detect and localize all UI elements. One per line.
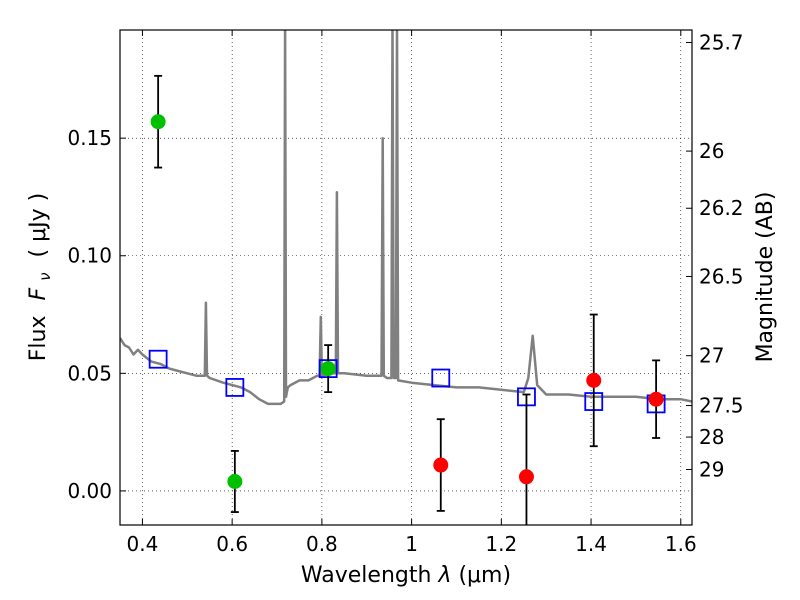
observed-flux-point — [518, 469, 534, 485]
y2-axis-label: Magnitude (AB) — [753, 192, 778, 363]
y2-tick-label: 28 — [699, 425, 724, 449]
y-tick-label: 0.05 — [67, 361, 112, 385]
observed-flux-point — [150, 114, 166, 130]
plot-frame — [119, 29, 693, 526]
y-axis-label-unit: ( μJy ) — [26, 193, 51, 258]
grid-lines — [120, 30, 692, 525]
x-tick-label: 1.4 — [575, 532, 607, 556]
x-tick-label: 0.4 — [127, 532, 159, 556]
y-tick-label: 0.10 — [67, 244, 112, 268]
x-tick-label: 1.6 — [665, 532, 697, 556]
model-photometry-square — [148, 349, 168, 369]
y2-tick-label: 26 — [699, 139, 724, 163]
sed-model-line — [120, 30, 692, 406]
y-axis-label-prefix: Flux — [26, 315, 51, 361]
x-tick-label: 1 — [405, 532, 418, 556]
data-markers — [148, 74, 666, 525]
y-axis-label: Flux F ν ( μJy ) — [26, 193, 56, 361]
x-axis-label: Wavelength λ (μm) — [301, 563, 511, 588]
x-axis-label-unit: (μm) — [458, 563, 511, 588]
axis-ticks: 0.4 0.6 0.8 1 1.2 1.4 1.6 0.00 0.05 0.10 0.15 25.7 2… — [67, 30, 744, 556]
y-axis-label-subscript: ν — [36, 272, 54, 280]
y2-tick-label: 26.2 — [699, 196, 744, 220]
observed-flux-point — [433, 457, 449, 473]
y2-tick-label: 25.7 — [699, 30, 744, 54]
y2-tick-label: 29 — [699, 458, 724, 482]
y-axis-label-symbol: F — [26, 287, 51, 300]
x-tick-label: 0.8 — [306, 532, 338, 556]
x-axis-label-symbol: λ — [437, 563, 451, 588]
observed-flux-point — [586, 372, 602, 388]
observed-flux-point — [648, 391, 664, 407]
model-photometry-square — [431, 368, 451, 388]
sed-model-curve — [120, 30, 692, 406]
observed-flux-point — [227, 473, 243, 489]
y-tick-label: 0.00 — [67, 479, 112, 503]
y2-tick-label: 27 — [699, 344, 724, 368]
x-tick-label: 1.2 — [485, 532, 517, 556]
y2-tick-label: 27.5 — [699, 394, 744, 418]
y-tick-label: 0.15 — [67, 126, 112, 150]
x-axis-label-prefix: Wavelength — [301, 563, 432, 588]
x-tick-label: 0.6 — [216, 532, 248, 556]
y2-tick-label: 26.5 — [699, 264, 744, 288]
observed-flux-point — [320, 361, 336, 377]
model-photometry-square — [225, 378, 245, 397]
